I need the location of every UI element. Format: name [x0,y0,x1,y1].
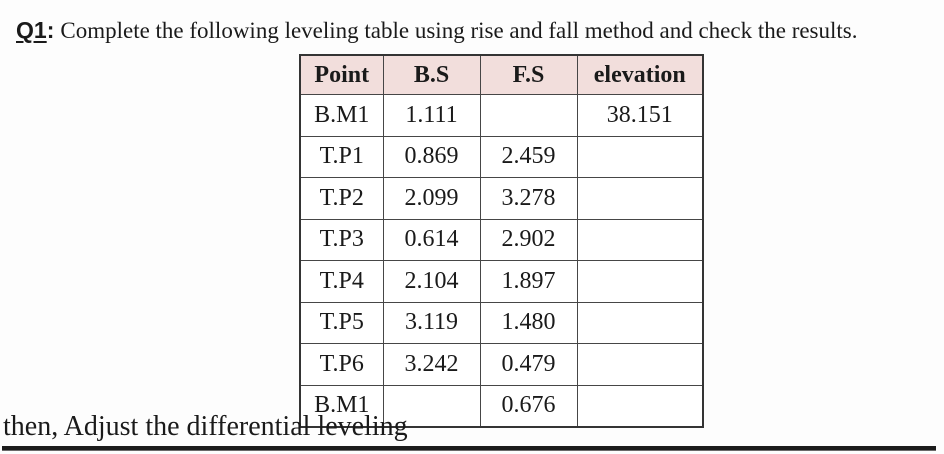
table-header: Point B.S F.S elevation [299,54,704,95]
leveling-table: Point B.S F.S elevation B.M1 1.111 38.15… [299,54,704,428]
cell-fs: 2.459 [479,135,578,178]
cell-elevation [576,135,704,178]
cell-bs: 0.614 [382,218,481,261]
cell-point: T.P5 [299,301,384,344]
table-row: T.P2 2.099 3.278 [299,177,704,220]
cell-bs: 3.242 [382,343,481,386]
table-row: B.M1 1.111 38.151 [299,94,704,137]
table-row: T.P5 3.119 1.480 [299,301,704,344]
cell-bs: 1.111 [382,94,481,137]
table-row: T.P4 2.104 1.897 [299,260,704,303]
cell-bs: 2.099 [382,177,481,220]
cell-point: T.P1 [299,135,384,178]
cell-elevation: 38.151 [576,94,704,137]
cell-fs: 1.480 [479,301,578,344]
cell-bs [382,384,481,428]
question-colon: : [46,17,55,43]
cell-fs: 1.897 [479,260,578,303]
cell-elevation [576,343,704,386]
cell-point: T.P6 [299,343,384,386]
cell-elevation [576,384,704,428]
cell-bs: 0.869 [382,135,481,178]
cell-elevation [576,218,704,261]
question-text: Complete the following leveling table us… [60,18,858,43]
cell-fs: 0.676 [479,384,578,428]
cell-fs: 3.278 [479,177,578,220]
cell-point: B.M1 [299,94,384,137]
table-row: T.P3 0.614 2.902 [299,218,704,261]
header-row: Point B.S F.S elevation [299,54,704,95]
header-bs: B.S [382,54,481,95]
question-title: Q1: Complete the following leveling table… [16,17,858,44]
question-number: Q1 [16,17,47,43]
table-row: T.P1 0.869 2.459 [299,135,704,178]
table-body: B.M1 1.111 38.151 T.P1 0.869 2.459 T.P2 … [299,94,704,428]
cell-point: B.M1 [299,384,384,428]
table-row: B.M1 0.676 [299,384,704,428]
cell-point: T.P4 [299,260,384,303]
cell-point: T.P2 [299,177,384,220]
cell-elevation [576,301,704,344]
header-elevation: elevation [576,54,704,95]
cell-bs: 3.119 [382,301,481,344]
table-row: T.P6 3.242 0.479 [299,343,704,386]
cell-elevation [576,177,704,220]
cell-fs [479,94,578,137]
cell-fs: 2.902 [479,218,578,261]
footer-instruction: then, Adjust the differential leveling [3,411,408,442]
cell-point: T.P3 [299,218,384,261]
header-point: Point [299,54,384,95]
horizontal-rule [2,446,936,451]
cell-fs: 0.479 [479,343,578,386]
cell-elevation [576,260,704,303]
header-fs: F.S [479,54,578,95]
cell-bs: 2.104 [382,260,481,303]
